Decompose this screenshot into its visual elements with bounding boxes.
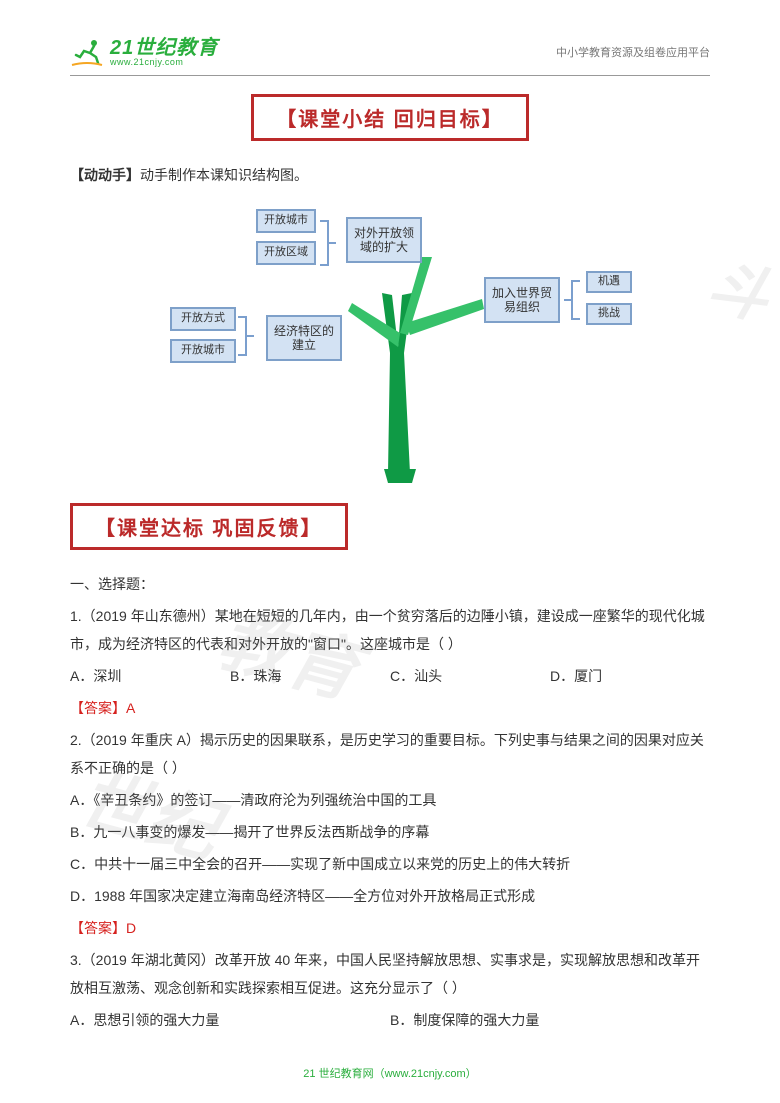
questions-section: 一、选择题： 1.（2019 年山东德州）某地在短短的几年内，由一个贫穷落后的边… — [70, 570, 710, 1034]
practice-banner-wrap: 【课堂达标 巩固反馈】 — [70, 503, 710, 550]
node-opportunity: 机遇 — [586, 271, 632, 293]
q1-optA: A．深圳 — [70, 662, 230, 690]
concept-diagram: 开放城市 开放区域 对外开放领域的扩大 开放方式 开放城市 经济特区的建立 加入… — [70, 203, 710, 483]
q2-optB: B．九一八事变的爆发——揭开了世界反法西斯战争的序幕 — [70, 818, 710, 846]
intro-line: 【动动手】动手制作本课知识结构图。 — [70, 165, 710, 185]
q1-optD: D．厦门 — [550, 662, 710, 690]
node-wto: 加入世界贸易组织 — [484, 277, 560, 323]
logo-sub-text: www.21cnjy.com — [110, 58, 218, 67]
logo: 21世纪教育 www.21cnjy.com — [70, 35, 218, 69]
page-header: 21世纪教育 www.21cnjy.com 中小学教育资源及组卷应用平台 — [70, 35, 710, 76]
q2-optC: C．中共十一届三中全会的召开——实现了新中国成立以来党的历史上的伟大转折 — [70, 850, 710, 878]
q3-stem: 3.（2019 年湖北黄冈）改革开放 40 年来，中国人民坚持解放思想、实事求是… — [70, 946, 710, 1002]
q3-optA: A．思想引领的强大力量 — [70, 1006, 390, 1034]
node-expansion: 对外开放领域的扩大 — [346, 217, 422, 263]
logo-main-text: 21世纪教育 — [110, 38, 218, 58]
intro-text: 动手制作本课知识结构图。 — [140, 167, 308, 183]
summary-banner: 【课堂小结 回归目标】 — [251, 94, 529, 141]
node-open-mode: 开放方式 — [170, 307, 236, 331]
section-a-heading: 一、选择题： — [70, 570, 710, 598]
watermark-top: 斗 — [700, 237, 780, 337]
q1-options: A．深圳 B．珠海 C．汕头 D．厦门 — [70, 662, 710, 690]
node-open-city-bottom: 开放城市 — [170, 339, 236, 363]
q2-stem: 2.（2019 年重庆 A）揭示历史的因果联系，是历史学习的重要目标。下列史事与… — [70, 726, 710, 782]
q2-optD: D．1988 年国家决定建立海南岛经济特区——全方位对外开放格局正式形成 — [70, 882, 710, 910]
q2-answer: 【答案】D — [70, 914, 710, 942]
page-footer: 21 世纪教育网（www.21cnjy.com） — [0, 1065, 780, 1081]
q3-optB: B．制度保障的强大力量 — [390, 1006, 539, 1034]
summary-banner-wrap: 【课堂小结 回归目标】 — [70, 94, 710, 141]
intro-tag: 【动动手】 — [70, 167, 140, 183]
runner-icon — [70, 35, 104, 69]
q1-optB: B．珠海 — [230, 662, 390, 690]
q2-optA: A．《辛丑条约》的签订——清政府沦为列强统治中国的工具 — [70, 786, 710, 814]
q3-options: A．思想引领的强大力量 B．制度保障的强大力量 — [70, 1006, 710, 1034]
q1-answer: 【答案】A — [70, 694, 710, 722]
header-right-text: 中小学教育资源及组卷应用平台 — [556, 44, 710, 60]
node-open-city-top: 开放城市 — [256, 209, 316, 233]
q1-optC: C．汕头 — [390, 662, 550, 690]
node-sez: 经济特区的建立 — [266, 315, 342, 361]
q1-stem: 1.（2019 年山东德州）某地在短短的几年内，由一个贫穷落后的边陲小镇，建设成… — [70, 602, 710, 658]
node-open-region: 开放区域 — [256, 241, 316, 265]
practice-banner: 【课堂达标 巩固反馈】 — [70, 503, 348, 550]
node-challenge: 挑战 — [586, 303, 632, 325]
